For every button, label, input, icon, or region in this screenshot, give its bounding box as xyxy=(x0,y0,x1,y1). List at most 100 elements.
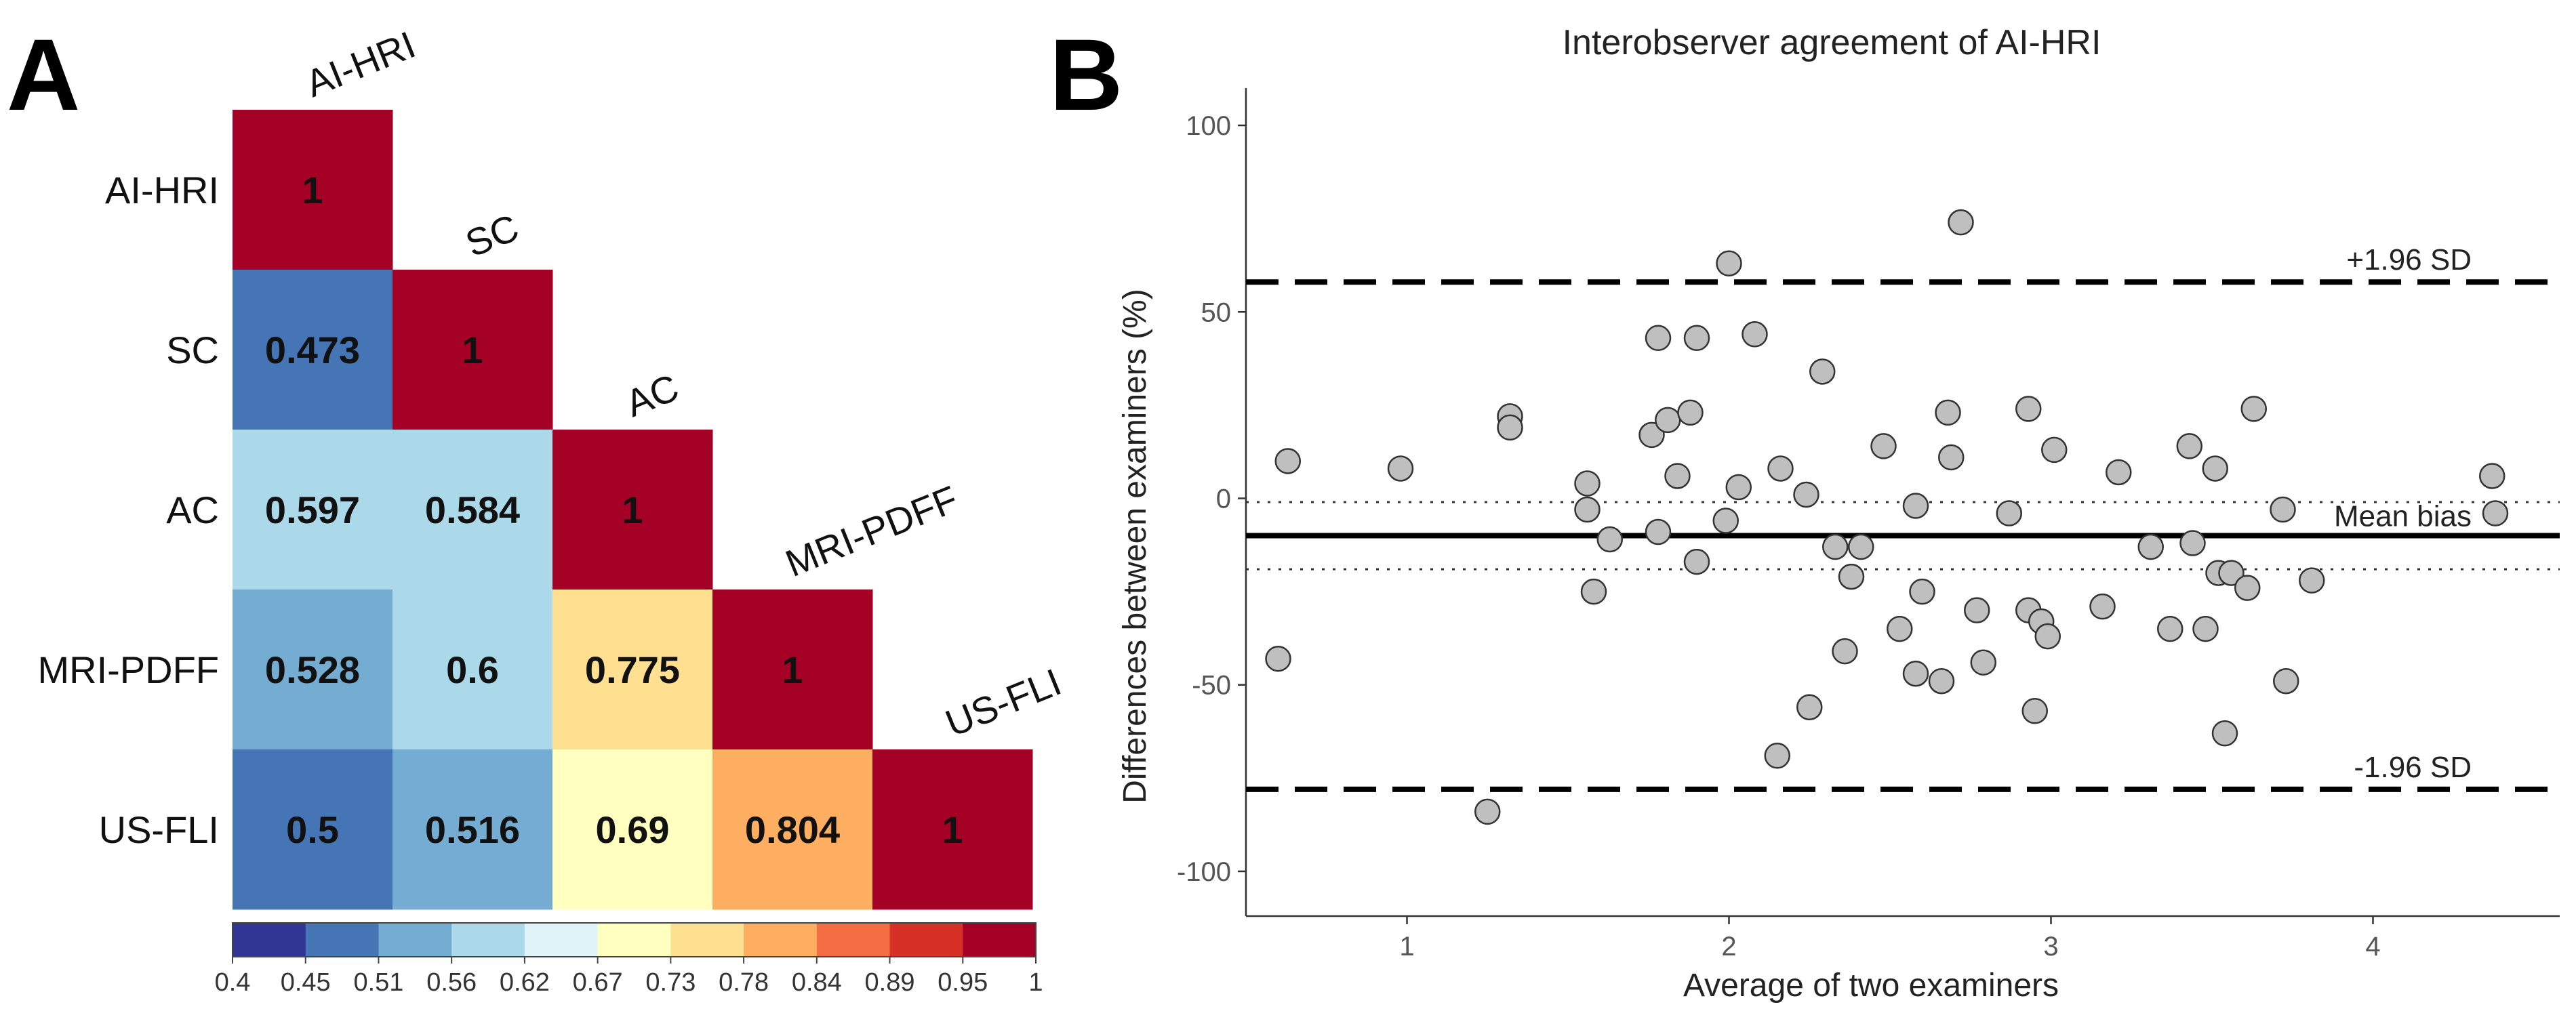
heatmap-cell-us-fli-ac xyxy=(552,749,713,910)
data-point xyxy=(1596,526,1623,553)
heatmap-cell-value: 0.775 xyxy=(585,648,680,691)
color-scale-segment xyxy=(451,923,525,957)
color-scale-tick-label: 0.78 xyxy=(719,968,769,997)
column-label-ai-hri: AI-HRI xyxy=(300,23,421,105)
x-tick-label: 2 xyxy=(1721,932,1736,962)
data-point xyxy=(1809,358,1836,385)
row-label-ai-hri: AI-HRI xyxy=(105,169,219,211)
heatmap-cell-mri-pdff-ac xyxy=(552,590,713,750)
data-point xyxy=(1387,455,1414,482)
heatmap-cell-ai-hri-ai-hri xyxy=(233,110,393,270)
data-point xyxy=(1838,563,1865,590)
data-point xyxy=(2089,593,2116,620)
heatmap-cell-mri-pdff-sc xyxy=(393,590,553,750)
column-label-mri-pdff: MRI-PDFF xyxy=(780,478,964,585)
data-point xyxy=(1822,533,1849,560)
color-scale-segment xyxy=(305,923,379,957)
color-scale-border xyxy=(232,922,1037,957)
heatmap-cells: 1 0.473 1 0.597 0.584 1 0.528 0.6 0.775 1 0.5 0.516… xyxy=(233,110,1033,910)
data-point xyxy=(2192,615,2219,642)
data-point xyxy=(1902,660,1929,687)
color-scale-segment xyxy=(889,923,963,957)
data-point xyxy=(2179,530,2206,556)
color-scale-bar: 0.4 0.45 0.51 0.56 0.62 0.67 0.73 0.78 0.84 0.89 0… xyxy=(215,922,1043,997)
heatmap-cell-value: 0.6 xyxy=(446,648,499,691)
color-scale-tick-label: 0.62 xyxy=(500,968,550,997)
heatmap-cell-us-fli-mri-pdff xyxy=(712,749,873,910)
heatmap-cell-value: 0.516 xyxy=(425,808,520,851)
panel-label-b: B xyxy=(1049,18,1123,131)
data-point xyxy=(1935,399,1961,426)
data-point xyxy=(1716,250,1742,276)
color-scale-segment xyxy=(378,923,452,957)
reference-lines xyxy=(1246,279,2560,792)
data-point xyxy=(2157,615,2183,642)
y-tick-label: 100 xyxy=(1186,111,1231,141)
data-point xyxy=(2176,433,2202,459)
color-scale-tick-label: 0.84 xyxy=(792,968,842,997)
color-scale-segment xyxy=(597,923,671,957)
mean-bias-label: Mean bias xyxy=(2334,500,2472,533)
heatmap-cell-ac-ai-hri xyxy=(233,430,393,590)
color-scale-tick-label: 0.89 xyxy=(865,968,915,997)
data-point xyxy=(2218,560,2245,586)
upper-limit-label: +1.96 SD xyxy=(2346,243,2472,276)
y-tick-label: 0 xyxy=(1216,484,1231,514)
heatmap-cell-value: 0.5 xyxy=(286,808,339,851)
data-point xyxy=(1970,649,1996,676)
bland-altman-panel: B Interobserver agreement of AI-HRI Diff… xyxy=(1049,18,2560,1004)
data-point xyxy=(1497,414,1523,441)
color-scale-tick-label: 1 xyxy=(1028,968,1043,997)
correlation-heatmap-panel: A 1 0.473 1 0.597 0.584 1 0.528 0.6 0.775 1 0.5 0.5… xyxy=(7,18,1067,997)
heatmap-cell-value: 1 xyxy=(462,329,483,371)
heatmap-cell-us-fli-sc xyxy=(393,749,553,910)
color-scale-tick-label: 0.56 xyxy=(426,968,477,997)
heatmap-cell-value: 0.584 xyxy=(425,489,520,531)
x-tick-label: 3 xyxy=(2043,932,2058,962)
heatmap-cell-mri-pdff-mri-pdff xyxy=(712,590,873,750)
data-point xyxy=(1645,325,1672,352)
color-scale-segment xyxy=(524,923,599,957)
data-point xyxy=(2034,623,2061,650)
data-point xyxy=(1580,578,1607,605)
reference-line-labels: +1.96 SD -1.96 SD Mean bias xyxy=(2334,243,2472,784)
data-point xyxy=(1902,493,1929,519)
data-point xyxy=(2041,436,2068,463)
heatmap-cell-value: 0.473 xyxy=(265,329,360,371)
color-scale-segment xyxy=(744,923,818,957)
data-point xyxy=(2273,667,2299,695)
data-point xyxy=(1655,407,1681,434)
axes: -100 -50 0 50 100 1 2 3 4 xyxy=(1177,88,2560,962)
x-tick-label: 4 xyxy=(2365,932,2380,962)
heatmap-cell-us-fli-ai-hri xyxy=(233,749,393,910)
data-point xyxy=(2202,455,2228,482)
heatmap-cell-value: 1 xyxy=(302,169,323,211)
data-point xyxy=(2137,533,2164,560)
column-label-sc: SC xyxy=(460,206,525,266)
data-point xyxy=(2240,396,2267,422)
color-scale-tick-label: 0.4 xyxy=(215,968,251,997)
y-tick-label: -100 xyxy=(1177,857,1231,887)
heatmap-row-labels: AI-HRI SC AC MRI-PDFF US-FLI xyxy=(37,169,219,851)
row-label-sc: SC xyxy=(166,329,219,371)
heatmap-cell-ac-ac xyxy=(552,430,713,590)
data-point xyxy=(1870,433,1897,459)
color-scale-segment xyxy=(816,923,891,957)
heatmap-cell-value: 0.597 xyxy=(265,489,360,531)
data-point xyxy=(1574,496,1601,523)
heatmap-cell-sc-sc xyxy=(393,270,553,430)
color-scale-segment xyxy=(233,923,306,957)
data-points xyxy=(1265,209,2509,825)
x-tick-label: 1 xyxy=(1399,932,1414,962)
heatmap-cell-value: 0.69 xyxy=(596,808,670,851)
column-label-us-fli: US-FLI xyxy=(940,660,1067,745)
data-point xyxy=(1938,444,1965,471)
data-point xyxy=(1848,533,1874,560)
data-point xyxy=(1948,209,1974,236)
data-point xyxy=(1645,518,1672,545)
data-point xyxy=(1574,470,1601,497)
data-point xyxy=(2234,575,2261,601)
data-point xyxy=(1677,399,1704,426)
data-point xyxy=(1265,645,1291,672)
x-axis-label: Average of two examiners xyxy=(1683,968,2059,1004)
